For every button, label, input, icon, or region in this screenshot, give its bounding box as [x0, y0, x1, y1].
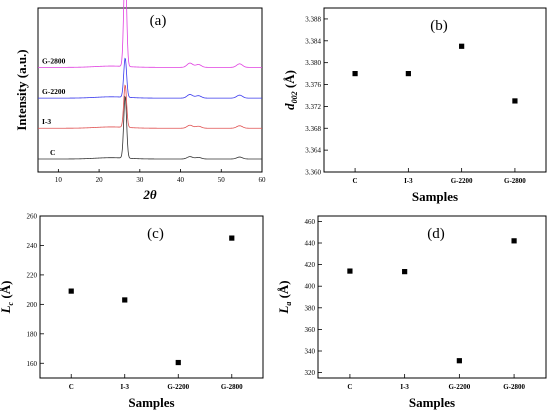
plot-frame — [317, 215, 547, 379]
y-tick-label: 400 — [305, 283, 316, 291]
y-tick-label: 200 — [27, 301, 38, 309]
panel-a: 10 20 30 40 50 60 2θ Intensity (a.u.) C I-3 G-2200… — [14, 0, 266, 202]
series-label: C — [50, 148, 55, 157]
x-tick-label: 50 — [218, 176, 226, 184]
data-point — [511, 238, 517, 244]
x-tick-label: G-2200 — [167, 383, 189, 391]
y-axis-title: La (Å) — [276, 280, 293, 314]
y-tick-label: 260 — [27, 213, 38, 221]
x-axis-title: Samples — [128, 395, 174, 410]
data-point — [405, 71, 411, 77]
x-tick-label: 40 — [177, 176, 185, 184]
x-tick-label: 60 — [259, 176, 267, 184]
y-tick-label: 380 — [305, 304, 316, 312]
x-tick-label: C — [69, 383, 74, 391]
plot-frame — [323, 7, 547, 173]
data-point — [352, 71, 358, 77]
x-axis-title: Samples — [409, 395, 455, 410]
data-point — [512, 98, 518, 104]
x-tick-label: 20 — [96, 176, 104, 184]
data-point — [456, 358, 462, 364]
series-label: I-3 — [42, 117, 51, 126]
y-tick-label: 3.364 — [305, 147, 321, 155]
y-axis-title-unit: (Å) — [276, 280, 291, 301]
y-tick-label: 440 — [305, 240, 316, 248]
data-point — [347, 268, 353, 274]
x-axis-title: 2θ — [142, 187, 157, 202]
y-tick-label: 240 — [27, 242, 38, 250]
data-point — [175, 359, 181, 366]
y-tick-label: 3.384 — [305, 37, 321, 45]
x-tick-label: C — [353, 177, 358, 185]
y-tick-label: 340 — [305, 348, 316, 356]
x-tick-label: I-3 — [120, 383, 129, 391]
x-tick-label: G-2800 — [221, 383, 243, 391]
panel-b: 3.360 3.364 3.368 3.372 3.376 3.380 3.384 3.388… — [282, 7, 547, 204]
plot-frame — [37, 7, 263, 173]
y-axis-title: Intensity (a.u.) — [14, 49, 29, 130]
y-axis-title-sub: 002 — [290, 91, 299, 103]
series-label: G-2200 — [42, 87, 66, 96]
x-tick-label: I-3 — [400, 383, 409, 391]
data-point — [229, 235, 235, 241]
x-tick-label: G-2200 — [448, 383, 470, 391]
y-axis-title-unit: (Å) — [0, 281, 13, 302]
x-tick-label: G-2200 — [451, 177, 473, 185]
y-tick-label: 460 — [305, 218, 316, 226]
data-point — [459, 43, 465, 49]
y-tick-label: 3.388 — [305, 15, 321, 23]
series-line-i-3 — [38, 84, 262, 129]
x-tick-label: I-3 — [404, 177, 413, 185]
y-tick-label: 360 — [305, 326, 316, 334]
y-axis-title-main: d — [282, 103, 297, 110]
y-tick-label: 420 — [305, 261, 316, 269]
y-tick-label: 320 — [305, 369, 316, 377]
data-point — [402, 269, 408, 275]
series-label: G-2800 — [42, 56, 66, 65]
y-axis-title-main: L — [276, 306, 291, 315]
panel-label: (b) — [430, 18, 448, 34]
y-axis-title-main: L — [0, 305, 13, 314]
x-tick-label: 30 — [136, 176, 144, 184]
panel-c: 160 180 200 220 240 260 C I-3 G-2200 G-2800 Sample… — [0, 213, 264, 410]
y-tick-label: 3.380 — [305, 59, 321, 67]
y-tick-label: 220 — [27, 271, 38, 279]
series-line-g-2800 — [38, 0, 262, 68]
y-axis-title: d002 (Å) — [282, 70, 299, 110]
plot-frame — [39, 215, 264, 379]
y-axis-title-sub: a — [284, 302, 293, 306]
y-tick-label: 3.360 — [305, 169, 321, 177]
panel-label: (a) — [150, 13, 167, 29]
x-tick-label: C — [347, 383, 352, 391]
panel-label: (d) — [427, 226, 445, 242]
y-tick-label: 3.372 — [305, 103, 321, 111]
series-line-c — [38, 95, 262, 160]
data-point — [122, 297, 128, 303]
y-tick-label: 3.376 — [305, 81, 321, 89]
y-axis-title-sub: c — [6, 301, 15, 305]
y-axis-title-unit: (Å) — [282, 70, 297, 91]
x-tick-label: G-2800 — [503, 383, 525, 391]
y-tick-label: 180 — [27, 330, 38, 338]
data-point — [68, 288, 74, 294]
panel-label: (c) — [147, 226, 164, 242]
y-axis-title: Lc (Å) — [0, 281, 15, 315]
panel-d: 320 340 360 380 400 420 440 460 C I-3 G-2200 G-2800… — [276, 215, 547, 410]
y-tick-label: 3.368 — [305, 125, 321, 133]
x-tick-label: G-2800 — [504, 177, 526, 185]
series-line-g-2200 — [38, 57, 262, 99]
y-tick-label: 160 — [27, 360, 38, 368]
x-axis-title: Samples — [412, 189, 458, 204]
x-tick-label: 10 — [55, 176, 63, 184]
